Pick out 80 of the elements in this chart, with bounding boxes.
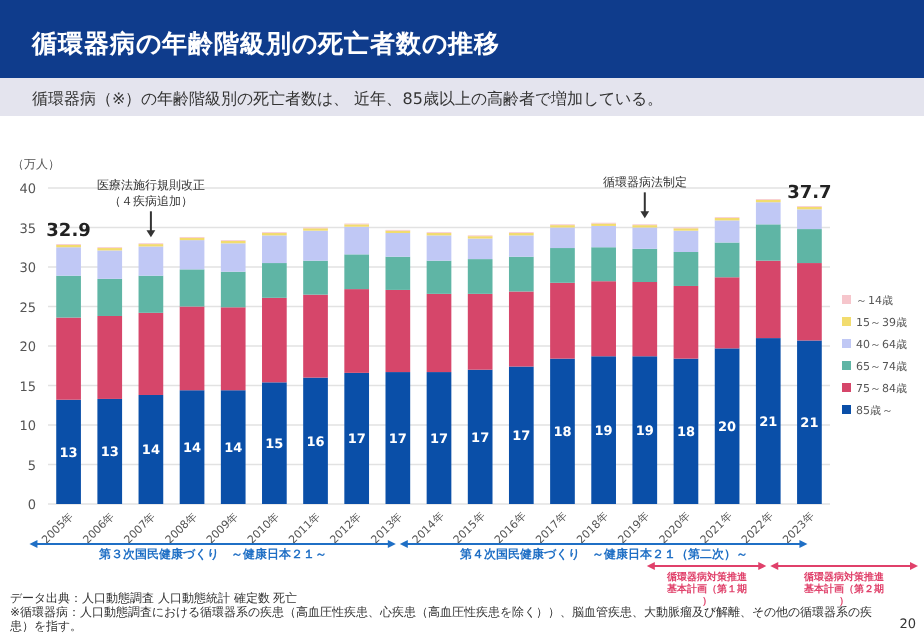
- bar: [508, 366, 534, 504]
- bar: [550, 282, 575, 359]
- bar: [467, 259, 493, 294]
- bar: [56, 317, 81, 400]
- bar: [385, 289, 411, 373]
- bar: [714, 242, 740, 278]
- bar: [303, 260, 328, 295]
- bar: [262, 297, 287, 383]
- bar: [56, 399, 81, 504]
- bar: [179, 306, 205, 391]
- bar: [426, 260, 452, 294]
- bar: [262, 382, 287, 504]
- bar: [797, 229, 822, 264]
- bar: [220, 390, 246, 504]
- bar: [344, 372, 370, 504]
- bar: [591, 356, 616, 504]
- bar: [755, 260, 781, 339]
- bar: [632, 248, 658, 283]
- bar: [467, 238, 493, 260]
- bar: [673, 251, 699, 286]
- total-label: 32.9: [46, 222, 91, 243]
- bar: [179, 269, 205, 307]
- total-label: 37.7: [787, 184, 832, 205]
- bar: [426, 372, 452, 504]
- bar: [97, 250, 123, 279]
- bar: [303, 377, 328, 504]
- bar: [591, 281, 616, 357]
- bar: [755, 224, 781, 261]
- bar: [303, 230, 328, 261]
- bar: [385, 233, 411, 257]
- bar: [385, 372, 411, 504]
- bar: [797, 209, 822, 230]
- bar: [56, 275, 81, 318]
- bar: [755, 338, 781, 504]
- bar: [97, 278, 123, 316]
- bar: [550, 358, 575, 504]
- bar: [550, 248, 575, 283]
- bar: [344, 254, 370, 290]
- bar: [508, 235, 534, 257]
- bar: [262, 263, 287, 298]
- bar: [138, 312, 164, 395]
- chart-subtitle: 循環器病（※）の年齢階級別の死亡者数は、 近年、85歳以上の高齢者で増加している。: [32, 90, 663, 108]
- bar: [591, 247, 616, 282]
- bar: [632, 282, 658, 357]
- bar: [344, 289, 370, 373]
- bar: [673, 230, 699, 252]
- bar: [179, 390, 205, 504]
- bar: [714, 220, 740, 243]
- bar: [426, 235, 452, 261]
- chart-title: 循環器病の年齢階級別の死亡者数の推移: [30, 28, 500, 58]
- bar: [179, 240, 205, 270]
- bar: [138, 275, 164, 313]
- bar: [714, 348, 740, 504]
- bar: [673, 358, 699, 504]
- bar: [426, 293, 452, 373]
- bar: [467, 293, 493, 370]
- bar: [220, 243, 246, 272]
- bar: [673, 285, 699, 359]
- bar: [97, 315, 123, 399]
- bar: [467, 369, 493, 504]
- bar: [303, 294, 328, 378]
- bar: [56, 247, 81, 276]
- bar: [508, 291, 534, 367]
- bar: [797, 263, 822, 341]
- bar: [138, 394, 164, 504]
- bar: [138, 246, 164, 276]
- bar: [220, 271, 246, 308]
- bar: [632, 356, 658, 504]
- bar: [632, 227, 658, 249]
- bar: [714, 277, 740, 349]
- bar: [220, 307, 246, 391]
- bar: [385, 256, 411, 290]
- bar: [97, 398, 123, 504]
- bar: [508, 256, 534, 292]
- bar: [262, 235, 287, 264]
- bar: [550, 227, 575, 249]
- bar: [344, 226, 370, 255]
- bar: [755, 202, 781, 225]
- bar: [797, 340, 822, 504]
- bar: [591, 225, 616, 248]
